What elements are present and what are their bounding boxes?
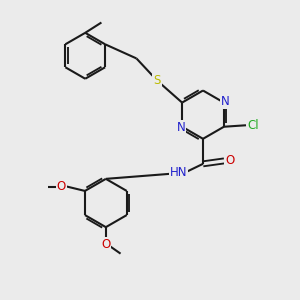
Text: O: O bbox=[101, 238, 110, 251]
Text: N: N bbox=[176, 122, 185, 134]
Text: O: O bbox=[57, 180, 66, 193]
Text: S: S bbox=[153, 74, 161, 87]
Text: Cl: Cl bbox=[248, 119, 259, 132]
Text: HN: HN bbox=[169, 166, 187, 178]
Text: N: N bbox=[221, 95, 230, 108]
Text: O: O bbox=[225, 154, 234, 167]
